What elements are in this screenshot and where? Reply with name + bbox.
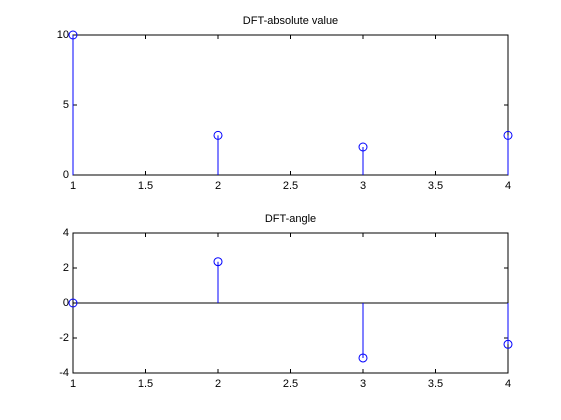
stem <box>503 303 513 349</box>
stem <box>503 130 513 175</box>
stem-marker <box>503 130 513 140</box>
x-tick-label: 3.5 <box>428 180 443 192</box>
x-tick-label: 3 <box>360 378 366 390</box>
x-tick-label: 2.5 <box>283 378 298 390</box>
axes-title: DFT-absolute value <box>243 15 338 27</box>
stem-marker <box>213 130 223 140</box>
x-tick-label: 3.5 <box>428 378 443 390</box>
x-tick-label: 1.5 <box>138 180 153 192</box>
x-tick-label: 4 <box>505 378 511 390</box>
y-tick-label: -4 <box>59 367 69 379</box>
axes <box>72 34 509 176</box>
stem <box>68 298 78 308</box>
x-tick-label: 1.5 <box>138 378 153 390</box>
x-tick-label: 2 <box>215 378 221 390</box>
x-tick-label: 4 <box>505 180 511 192</box>
stem <box>358 142 368 175</box>
stem-marker <box>68 298 78 308</box>
y-tick-label: 0 <box>63 297 69 309</box>
x-tick-label: 2.5 <box>283 180 298 192</box>
x-tick-label: 3 <box>360 180 366 192</box>
y-tick-label: 2 <box>63 262 69 274</box>
y-tick-label: 0 <box>63 169 69 181</box>
y-tick-label: 10 <box>57 29 69 41</box>
stem-marker <box>358 353 368 363</box>
stem <box>358 303 368 363</box>
stem-marker <box>68 30 78 40</box>
y-tick-label: 5 <box>63 99 69 111</box>
stem-marker <box>358 142 368 152</box>
y-tick-label: -2 <box>59 332 69 344</box>
stem-marker <box>213 257 223 267</box>
stem-marker <box>503 339 513 349</box>
y-tick-label: 4 <box>63 227 69 239</box>
stem <box>213 257 223 303</box>
axes-title: DFT-angle <box>265 213 316 225</box>
stem <box>213 130 223 175</box>
stem <box>68 30 78 175</box>
x-tick-label: 1 <box>70 180 76 192</box>
x-tick-label: 1 <box>70 378 76 390</box>
x-tick-label: 2 <box>215 180 221 192</box>
